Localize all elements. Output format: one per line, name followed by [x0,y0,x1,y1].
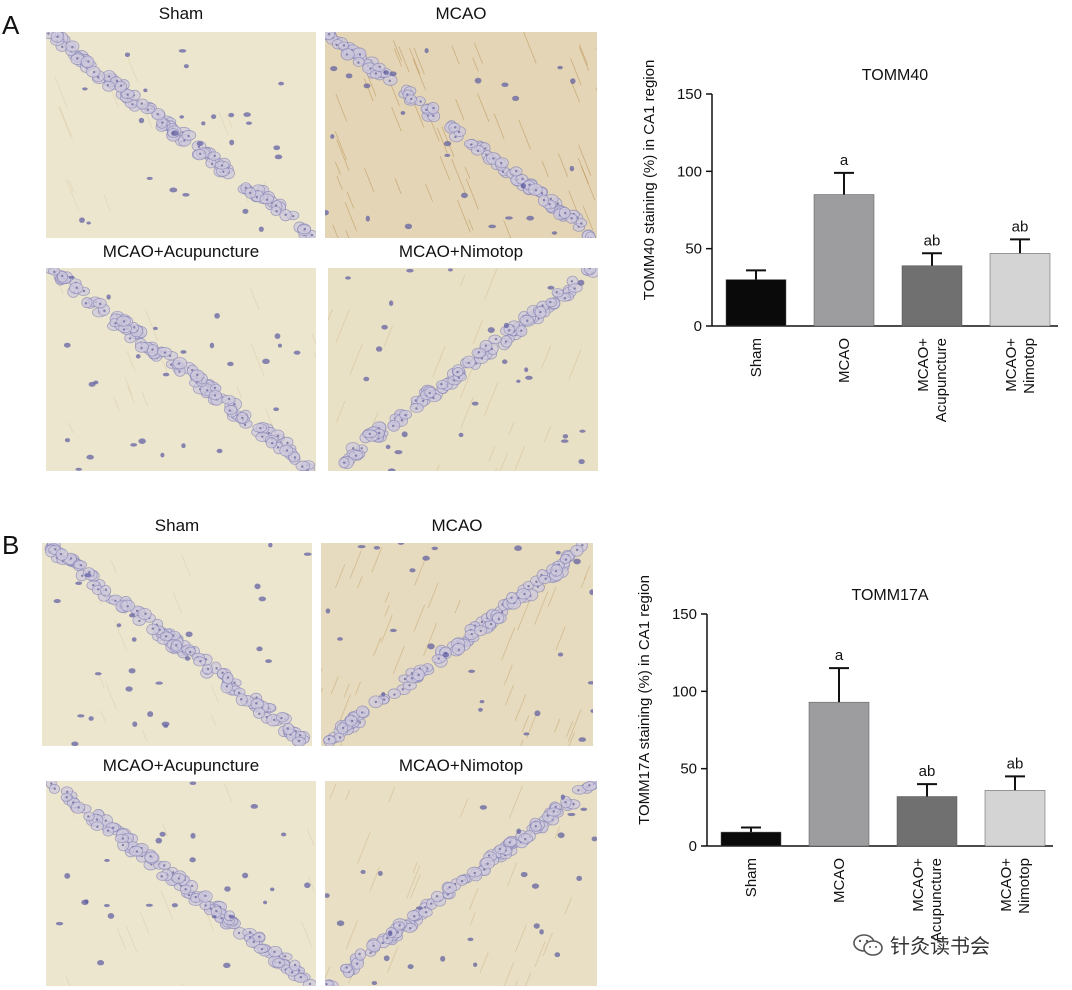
svg-text:MCAO+: MCAO+ [910,858,927,912]
svg-text:Sham: Sham [748,338,765,377]
significance-label: ab [1007,755,1024,772]
image-label-nimotop-a: MCAO+Nimotop [398,242,524,261]
x-tick-label: Sham [743,858,760,897]
bar [725,279,787,327]
x-tick-label: MCAO [836,338,853,383]
bar [901,265,963,327]
y-tick-label: 50 [685,241,702,258]
micrograph-sham-b [42,543,312,746]
svg-text:MCAO+: MCAO+ [915,338,932,392]
panel-letter-b: B [2,530,20,560]
bar [896,796,958,847]
chart-title: TOMM17A [851,587,928,604]
micrograph-nimotop-a [328,268,598,471]
image-label-sham-b: Sham [154,516,200,535]
significance-label: a [835,647,844,664]
image-label-mcao-b: MCAO [431,516,483,535]
y-tick-label: 0 [694,318,702,335]
micrograph-acupuncture-a [46,268,316,471]
bar [984,790,1046,847]
y-tick-label: 50 [680,761,697,778]
y-tick-label: 0 [689,838,697,855]
chart-svg: TOMM40 TOMM40 staining (%) in CA1 region 0… [641,60,1058,422]
x-tick-label: MCAO+ Acupuncture [915,338,950,422]
significance-label: a [840,152,849,169]
bar-chart-tomm17a: TOMM17A TOMM17A staining (%) in CA1 regio… [615,565,1065,985]
svg-text:Nimotop: Nimotop [1021,338,1038,394]
y-axis-label: TOMM40 staining (%) in CA1 region [641,60,658,301]
svg-text:Acupuncture: Acupuncture [933,338,950,422]
svg-text:MCAO: MCAO [831,858,848,903]
watermark-text: 针灸读书会 [890,936,990,958]
bar [720,831,782,847]
chart-title: TOMM40 [862,67,928,84]
x-tick-label: MCAO+ Acupuncture [910,858,945,942]
significance-label: ab [919,763,936,780]
significance-label: ab [924,232,941,249]
svg-text:Acupuncture: Acupuncture [928,858,945,942]
image-label-nimotop-b: MCAO+Nimotop [398,756,524,775]
micrograph-acupuncture-b [46,781,316,986]
x-tick-label: Sham [748,338,765,377]
svg-text:MCAO: MCAO [836,338,853,383]
svg-text:MCAO+: MCAO+ [998,858,1015,912]
svg-text:Sham: Sham [743,858,760,897]
svg-text:Nimotop: Nimotop [1016,858,1033,914]
bar-chart-tomm40: TOMM40 TOMM40 staining (%) in CA1 region 0… [615,50,1065,490]
panel-letter-a: A [2,10,20,40]
watermark: 针灸读书会 [852,930,990,959]
image-label-acupuncture-b: MCAO+Acupuncture [102,756,260,775]
x-tick-label: MCAO [831,858,848,903]
wechat-icon [853,933,883,956]
y-tick-label: 100 [672,683,697,700]
bar [813,194,875,327]
x-tick-label: MCAO+ Nimotop [1003,338,1038,394]
bar [808,701,870,847]
significance-label: ab [1012,218,1029,235]
y-tick-label: 150 [677,86,702,103]
micrograph-nimotop-b [325,781,597,986]
chart-svg: TOMM17A TOMM17A staining (%) in CA1 regio… [636,575,1053,942]
x-tick-label: MCAO+ Nimotop [998,858,1033,914]
svg-text:MCAO+: MCAO+ [1003,338,1020,392]
micrograph-mcao-a [325,32,597,238]
micrograph-sham-a [46,32,316,238]
image-label-mcao-a: MCAO [435,4,487,23]
y-tick-label: 100 [677,163,702,180]
image-label-acupuncture-a: MCAO+Acupuncture [102,242,260,261]
bar [989,253,1051,327]
image-label-sham-a: Sham [158,4,204,23]
micrograph-mcao-b [321,543,593,746]
y-tick-label: 150 [672,606,697,623]
y-axis-label: TOMM17A staining (%) in CA1 region [636,575,653,825]
